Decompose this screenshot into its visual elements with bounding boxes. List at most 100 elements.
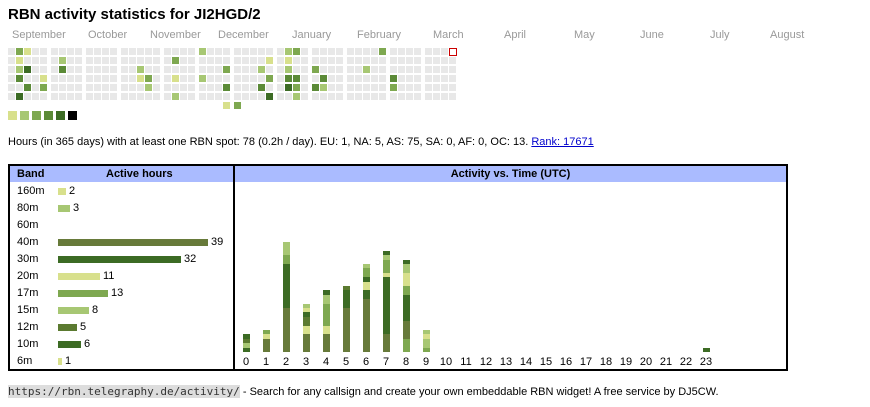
day-cell — [406, 57, 413, 64]
footer-url[interactable]: https://rbn.telegraphy.de/activity/ — [8, 385, 240, 398]
activity-chart-panel: Activity vs. Time (UTC) 0 1 2 3 4 5 6 7 8 9 10 11 12… — [233, 164, 788, 371]
day-cell — [293, 66, 300, 73]
day-cell — [441, 48, 448, 55]
day-cell — [129, 84, 136, 91]
day-cell — [8, 84, 15, 91]
active-day-cell — [16, 57, 23, 64]
day-cell — [293, 57, 300, 64]
day-cell — [347, 57, 354, 64]
day-cell — [355, 48, 362, 55]
hour-tick-label: 14 — [519, 356, 533, 368]
day-cell — [355, 75, 362, 82]
day-cell — [336, 84, 343, 91]
day-cell — [223, 57, 230, 64]
day-cell — [449, 75, 456, 82]
day-cell — [86, 57, 93, 64]
day-cell — [223, 75, 230, 82]
active-day-cell — [266, 93, 273, 100]
active-day-cell — [390, 75, 397, 82]
day-cell — [121, 57, 128, 64]
day-cell — [164, 48, 171, 55]
band-name: 30m — [17, 253, 39, 265]
day-cell — [441, 93, 448, 100]
day-cell — [199, 57, 206, 64]
day-cell — [347, 93, 354, 100]
hour-tick-label: 0 — [242, 356, 250, 368]
today-cell — [449, 48, 457, 56]
active-day-cell — [24, 48, 31, 55]
day-cell — [121, 75, 128, 82]
activity-bar-segment — [243, 343, 250, 348]
day-cell — [250, 48, 257, 55]
activity-bar-segment — [243, 338, 250, 344]
day-cell — [398, 75, 405, 82]
day-cell — [153, 84, 160, 91]
day-cell — [137, 48, 144, 55]
active-day-cell — [137, 75, 144, 82]
day-cell — [371, 48, 378, 55]
activity-bar-segment — [303, 325, 310, 335]
activity-bar-segment — [403, 321, 410, 339]
day-cell — [102, 66, 109, 73]
day-cell — [328, 48, 335, 55]
day-cell — [433, 75, 440, 82]
day-cell — [24, 57, 31, 64]
day-cell — [242, 66, 249, 73]
active-day-cell — [312, 84, 319, 91]
day-cell — [153, 57, 160, 64]
activity-bar-segment — [423, 330, 430, 335]
day-cell — [32, 57, 39, 64]
day-cell — [363, 75, 370, 82]
day-cell — [137, 57, 144, 64]
day-cell — [215, 48, 222, 55]
band-row: 10m 6 — [10, 336, 233, 353]
day-cell — [32, 75, 39, 82]
active-day-cell — [285, 75, 292, 82]
day-cell — [86, 84, 93, 91]
day-cell — [242, 75, 249, 82]
band-hours-value: 3 — [73, 202, 80, 214]
day-cell — [250, 66, 257, 73]
day-cell — [129, 93, 136, 100]
day-cell — [8, 93, 15, 100]
day-cell — [355, 66, 362, 73]
band-row: 80m 3 — [10, 200, 233, 217]
day-cell — [188, 66, 195, 73]
day-cell — [398, 48, 405, 55]
day-cell — [301, 66, 308, 73]
hour-tick-label: 21 — [659, 356, 673, 368]
band-hours-bar — [58, 290, 108, 297]
day-cell — [40, 66, 47, 73]
day-cell — [328, 75, 335, 82]
day-cell — [328, 84, 335, 91]
day-cell — [398, 84, 405, 91]
day-cell — [250, 84, 257, 91]
active-day-cell — [223, 102, 230, 109]
day-cell — [312, 93, 319, 100]
day-cell — [242, 84, 249, 91]
hour-tick-label: 2 — [282, 356, 290, 368]
activity-bar-segment — [263, 334, 270, 339]
active-day-cell — [320, 84, 327, 91]
day-cell — [145, 48, 152, 55]
active-day-cell — [266, 57, 273, 64]
day-cell — [215, 75, 222, 82]
band-name: 10m — [17, 338, 39, 350]
active-day-cell — [320, 75, 327, 82]
day-cell — [441, 84, 448, 91]
day-cell — [355, 93, 362, 100]
day-cell — [433, 66, 440, 73]
day-cell — [180, 66, 187, 73]
rank-link[interactable]: Rank: 17671 — [531, 136, 594, 148]
day-cell — [347, 48, 354, 55]
hour-tick-label: 1 — [262, 356, 270, 368]
day-cell — [24, 93, 31, 100]
day-cell — [336, 57, 343, 64]
hour-tick-label: 9 — [422, 356, 430, 368]
month-label: August — [770, 29, 805, 41]
day-cell — [207, 57, 214, 64]
active-day-cell — [40, 75, 47, 82]
active-day-cell — [379, 48, 386, 55]
activity-chart-title: Activity vs. Time (UTC) — [450, 168, 571, 180]
day-cell — [406, 66, 413, 73]
